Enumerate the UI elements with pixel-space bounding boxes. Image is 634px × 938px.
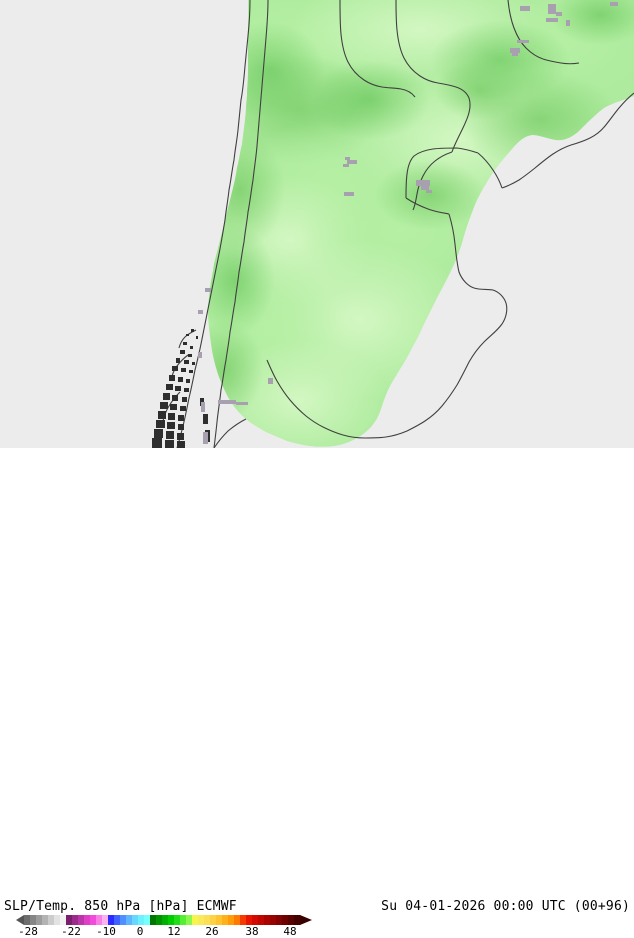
uruguay-brazil-border	[477, 152, 503, 189]
colorbar-swatch	[96, 915, 103, 925]
colorbar-swatch	[222, 915, 229, 925]
forecast-datetime: Su 04-01-2026 00:00 UTC (00+96)	[381, 899, 630, 914]
brazil-coastline	[501, 92, 634, 189]
colorbar-swatch	[264, 915, 271, 925]
colorbar-swatch	[246, 915, 253, 925]
misiones-border	[412, 151, 453, 211]
colorbar-swatch	[252, 915, 259, 925]
chilean-archipelago	[152, 329, 210, 448]
colorbar-swatch	[168, 915, 175, 925]
colorbar-left-arrow	[16, 915, 24, 925]
colorbar-swatch	[174, 915, 181, 925]
colorbar-swatch	[258, 915, 265, 925]
colorbar-swatch	[288, 915, 295, 925]
colorbar-swatch	[132, 915, 139, 925]
colorbar-swatch	[48, 915, 55, 925]
colorbar-swatch	[126, 915, 133, 925]
colorbar-swatch	[24, 915, 31, 925]
colorbar-swatch	[90, 915, 97, 925]
colorbar-swatch	[180, 915, 187, 925]
colorbar-swatch	[150, 915, 157, 925]
paraguay-border-east	[437, 82, 471, 153]
footer-panel: SLP/Temp. 850 hPa [hPa] ECMWF Su 04-01-2…	[0, 448, 634, 938]
colorbar-swatch	[108, 915, 115, 925]
colorbar-swatch	[294, 915, 301, 925]
colorbar-tick-labels: -28 -22 -10 0 12 26 38 48	[0, 926, 320, 938]
colorbar-tick-label: 12	[167, 925, 181, 938]
colorbar-swatch	[240, 915, 247, 925]
colorbar-tick-label: -28	[18, 925, 38, 938]
colorbar-swatch	[276, 915, 283, 925]
chile-argentina-border	[213, 0, 269, 448]
argentina-atlantic-coastline	[266, 213, 508, 439]
colorbar-swatch	[192, 915, 199, 925]
colorbar-swatch	[84, 915, 91, 925]
colorbar-swatch	[138, 915, 145, 925]
map-graphic	[0, 0, 634, 448]
colorbar-swatch	[198, 915, 205, 925]
colorbar-swatch	[120, 915, 127, 925]
colorbar-swatch	[270, 915, 277, 925]
colorbar-swatch	[54, 915, 61, 925]
chile-pacific-coastline	[176, 0, 251, 448]
colorbar-swatch	[216, 915, 223, 925]
colorbar-tick-label: -22	[61, 925, 81, 938]
colorbar-swatch	[186, 915, 193, 925]
borders-layer	[162, 0, 634, 448]
bolivia-paraguay-border	[339, 0, 416, 98]
colorbar-right-arrow	[300, 915, 312, 925]
colorbar-tick-label: 0	[136, 925, 144, 938]
colorbar-swatch	[102, 915, 109, 925]
brazil-state-border-2	[542, 58, 580, 65]
colorbar-swatch	[204, 915, 211, 925]
colorbar-swatch	[162, 915, 169, 925]
colorbar-swatch	[36, 915, 43, 925]
colorbar-swatch-group	[24, 915, 301, 925]
brazil-state-border-1	[507, 0, 544, 60]
colorbar-swatch	[144, 915, 151, 925]
colorbar-tick-label: 48	[283, 925, 297, 938]
colorbar[interactable]: -28 -22 -10 0 12 26 38 48	[0, 914, 320, 938]
urban-area-markers	[198, 2, 618, 444]
colorbar-swatch	[42, 915, 49, 925]
colorbar-tick-label: -10	[96, 925, 116, 938]
colorbar-tick-label: 26	[205, 925, 219, 938]
colorbar-tick-label: 38	[245, 925, 259, 938]
colorbar-swatch	[210, 915, 217, 925]
colorbar-swatch	[30, 915, 37, 925]
paraguay-border-west	[395, 0, 439, 84]
rio-de-la-plata-coast	[405, 197, 450, 215]
uruguay-border	[405, 147, 479, 199]
colorbar-swatch	[156, 915, 163, 925]
chart-title: SLP/Temp. 850 hPa [hPa] ECMWF	[4, 899, 237, 914]
colorbar-swatch	[66, 915, 73, 925]
colorbar-swatch	[234, 915, 241, 925]
colorbar-swatch	[72, 915, 79, 925]
colorbar-swatch	[60, 915, 67, 925]
colorbar-swatch	[78, 915, 85, 925]
colorbar-swatch	[282, 915, 289, 925]
colorbar-swatch	[228, 915, 235, 925]
map-canvas[interactable]	[0, 0, 634, 448]
colorbar-swatch	[114, 915, 121, 925]
tierra-del-fuego-coast	[213, 418, 247, 448]
